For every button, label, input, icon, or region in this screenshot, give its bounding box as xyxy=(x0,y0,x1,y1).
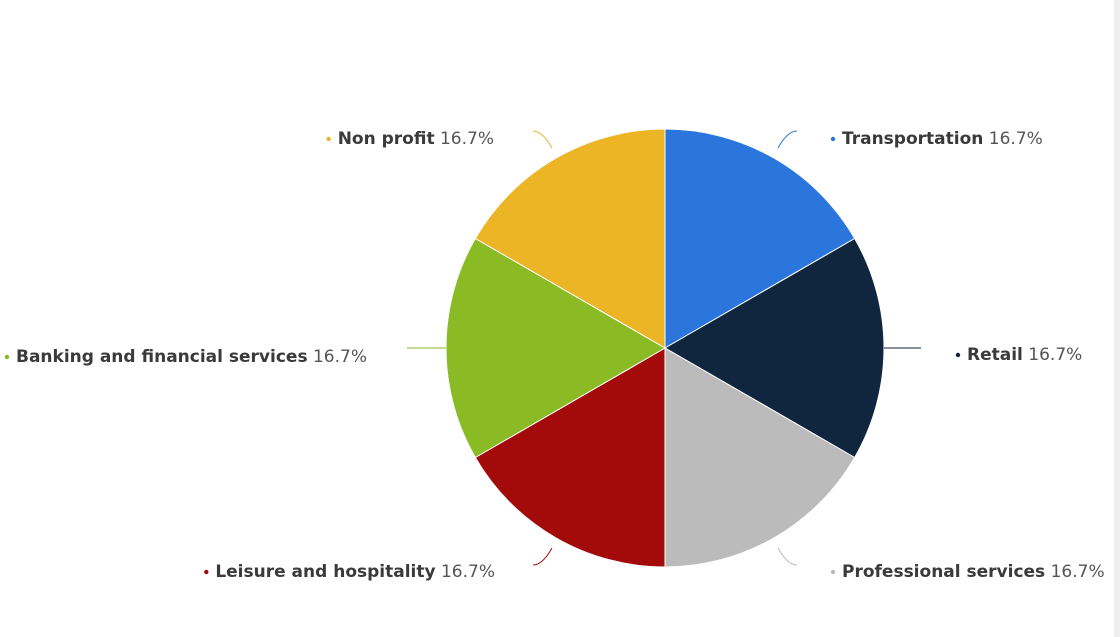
slice-non-profit[interactable] xyxy=(474,128,666,349)
label-value: 16.7% xyxy=(435,129,494,149)
connector-leisure-and-hospitality xyxy=(532,547,553,566)
label-name: Leisure and hospitality xyxy=(215,562,435,582)
label-banking-and-financial-services: Banking and financial services 16.7% xyxy=(4,347,367,367)
slice-professional-services[interactable] xyxy=(664,347,856,568)
label-connectors xyxy=(407,130,921,566)
label-value: 16.7% xyxy=(983,129,1042,149)
slice-transportation[interactable] xyxy=(664,128,856,349)
label-name: Retail xyxy=(967,345,1023,365)
label-non-profit: Non profit 16.7% xyxy=(326,129,494,149)
slice-labels: Transportation 16.7%Retail 16.7%Professi… xyxy=(4,129,1105,582)
connector-professional-services xyxy=(777,547,798,566)
label-value: 16.7% xyxy=(436,562,495,582)
svg-text:Non profit 16.7%: Non profit 16.7% xyxy=(338,129,494,149)
label-retail: Retail 16.7% xyxy=(955,345,1082,365)
label-professional-services: Professional services 16.7% xyxy=(830,562,1105,582)
svg-text:Banking and financial services: Banking and financial services 16.7% xyxy=(16,347,367,367)
legend-dot-professional-services xyxy=(830,569,836,575)
label-name: Non profit xyxy=(338,129,435,149)
connector-non-profit xyxy=(532,130,553,149)
legend-dot-non-profit xyxy=(326,136,331,142)
label-value: 16.7% xyxy=(1045,562,1104,582)
svg-text:Leisure and hospitality 16.7%: Leisure and hospitality 16.7% xyxy=(215,562,495,582)
legend-dot-leisure-and-hospitality xyxy=(204,569,209,575)
slice-banking-and-financial-services[interactable] xyxy=(445,237,667,459)
label-name: Transportation xyxy=(842,129,983,149)
svg-text:Professional services 16.7%: Professional services 16.7% xyxy=(842,562,1105,582)
label-name: Professional services xyxy=(842,562,1045,582)
slice-retail[interactable] xyxy=(663,237,885,459)
svg-text:Retail 16.7%: Retail 16.7% xyxy=(967,345,1082,365)
label-value: 16.7% xyxy=(308,347,367,367)
pie-slices xyxy=(445,128,885,568)
label-transportation: Transportation 16.7% xyxy=(830,129,1043,149)
label-value: 16.7% xyxy=(1023,345,1082,365)
connector-transportation xyxy=(777,130,798,149)
legend-dot-transportation xyxy=(830,136,836,142)
legend-dot-banking-and-financial-services xyxy=(4,354,10,360)
label-leisure-and-hospitality: Leisure and hospitality 16.7% xyxy=(204,562,495,582)
label-name: Banking and financial services xyxy=(16,347,308,367)
page-edge xyxy=(1114,0,1120,637)
svg-text:Transportation 16.7%: Transportation 16.7% xyxy=(842,129,1043,149)
legend-dot-retail xyxy=(955,352,961,358)
slice-leisure-and-hospitality[interactable] xyxy=(474,347,666,568)
